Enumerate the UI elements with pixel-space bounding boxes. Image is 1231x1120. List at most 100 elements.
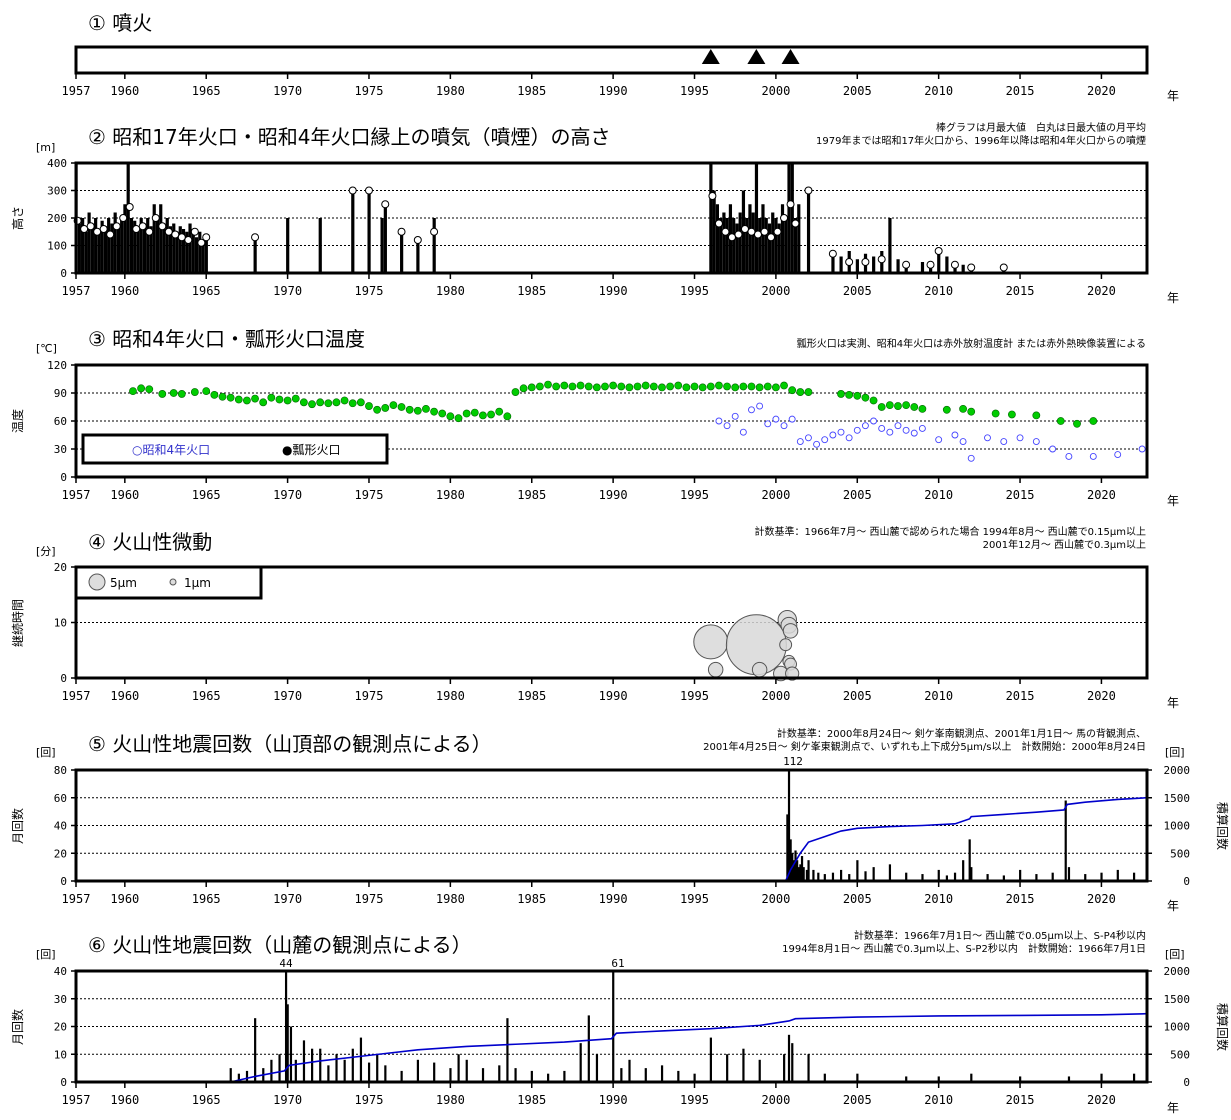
cumulative-count-line (76, 796, 1148, 882)
hyoukei-crater-point (690, 382, 699, 391)
height-bar (175, 231, 179, 273)
daily-average-point (773, 227, 782, 236)
y-label-right: 積算回数 (1215, 802, 1230, 850)
hyoukei-crater-point (169, 389, 178, 397)
hyoukei-crater-point (885, 401, 894, 410)
x-tick-label: 1957 (62, 1093, 91, 1107)
plot-frame (74, 969, 1149, 1084)
shouwa4-crater-point (715, 417, 723, 425)
height-bar (97, 229, 101, 273)
hyoukei-crater-point (584, 382, 593, 391)
x-tick-label: 2020 (1087, 892, 1116, 906)
hyoukei-crater-point (788, 386, 797, 395)
daily-average-point (158, 222, 167, 231)
shouwa4-crater-point (918, 425, 926, 432)
x-tick-label: 1990 (599, 689, 628, 703)
height-bar (748, 204, 752, 273)
y-label: 温度 (10, 409, 25, 433)
hyoukei-crater-point (470, 408, 479, 417)
tremor-circle (782, 623, 799, 639)
hyoukei-crater-point (519, 384, 528, 393)
monthly-count-bar (278, 1054, 281, 1082)
x-tick-label: 1970 (273, 84, 302, 98)
hyoukei-crater-point (218, 392, 227, 401)
height-bar (380, 218, 384, 273)
hyoukei-crater-point (723, 382, 731, 391)
x-tick-label: 2020 (1087, 284, 1116, 298)
height-bar (784, 218, 788, 273)
height-bar (735, 223, 739, 273)
monthly-count-bar (547, 1073, 550, 1082)
hyoukei-crater-point (210, 390, 219, 399)
y-tick-label: 120 (47, 359, 67, 372)
panel-note: 1994年8月1日～ 西山麓で0.3μm以上、S-P2秒以内 計数開始：1966… (782, 942, 1146, 955)
x-tick-label: 1965 (192, 284, 221, 298)
height-bar (142, 223, 147, 273)
daily-average-point (747, 227, 756, 236)
x-tick-label: 1957 (62, 284, 91, 298)
daily-average-point (177, 233, 186, 242)
monthly-count-bar (797, 867, 800, 881)
hyoukei-crater-point (1056, 417, 1065, 425)
monthly-count-bar (807, 860, 810, 881)
hyoukei-crater-point (877, 403, 886, 411)
x-tick-label: 1970 (273, 689, 302, 703)
height-bar (84, 231, 88, 273)
height-bar (94, 218, 98, 273)
x-axis: 1957 1960 1965 1970 1975 1980 1985 1990 1995 2000… (62, 678, 1116, 703)
x-tick-label: 1960 (110, 284, 139, 298)
x-unit: 年 (1167, 291, 1179, 305)
x-tick-label: 1970 (273, 488, 302, 502)
x-tick-label: 1970 (273, 892, 302, 906)
daily-average-point (780, 214, 789, 222)
x-tick-label: 1995 (680, 892, 709, 906)
monthly-count-bar (319, 1048, 322, 1082)
daily-average-point (734, 230, 743, 239)
daily-average-point (164, 227, 173, 236)
monthly-count-bar (1116, 869, 1119, 881)
monthly-count-bar (789, 839, 792, 881)
shouwa4-crater-point (1000, 438, 1008, 445)
height-bar (367, 190, 371, 273)
y-unit-right: [回] (1165, 746, 1185, 759)
daily-average-point (145, 227, 154, 236)
monthly-count-bar (335, 1054, 338, 1082)
cumulative-count-line (76, 1012, 1148, 1083)
panel-temperature: ③ 昭和4年火口・瓢形火口温度 瓢形火口は実測、昭和4年火口は赤外放射温度計 ま… (10, 327, 1149, 502)
hyoukei-crater-point (145, 385, 154, 394)
monthly-count-bar (245, 1070, 249, 1082)
monthly-count-bar (848, 874, 851, 881)
x-tick-label: 2010 (924, 1093, 953, 1107)
panel-note: 棒グラフは月最大値 白丸は日最大値の月平均 (936, 121, 1146, 134)
x-tick-label: 1965 (192, 689, 221, 703)
x-tick-label: 2005 (843, 84, 872, 98)
monthly-count-bar (457, 1054, 460, 1082)
x-tick-label: 2010 (924, 84, 953, 98)
hyoukei-crater-point (804, 388, 813, 396)
x-axis: 1957 1960 1965 1970 1975 1980 1985 1990 1995 2000… (62, 73, 1116, 98)
daily-average-point (151, 214, 160, 222)
height-bar (113, 212, 117, 273)
x-tick-label: 1990 (599, 488, 628, 502)
monthly-count-bar (1064, 800, 1067, 881)
height-bar (774, 218, 778, 273)
hyoukei-crater-point (438, 409, 447, 418)
x-tick-label: 2015 (1006, 1093, 1035, 1107)
monthly-count-bar (376, 1054, 379, 1082)
monthly-count-bar (794, 850, 797, 881)
hyoukei-crater-point (422, 404, 430, 413)
daily-average-point (740, 225, 749, 233)
height-bar (761, 204, 765, 273)
shouwa4-crater-point (837, 428, 845, 436)
x-unit: 年 (1167, 696, 1179, 710)
x-tick-label: 1975 (355, 84, 384, 98)
height-bar (181, 229, 186, 273)
monthly-count-bar (284, 971, 288, 1082)
x-tick-label: 1985 (517, 84, 546, 98)
y-tick-label: 0 (60, 672, 67, 685)
x-axis: 1957 1960 1965 1970 1975 1980 1985 1990 1995 2000… (62, 273, 1116, 298)
shouwa4-crater-point (829, 431, 837, 439)
x-tick-label: 1990 (599, 84, 628, 98)
height-bar (139, 218, 143, 273)
daily-average-point (80, 225, 89, 233)
